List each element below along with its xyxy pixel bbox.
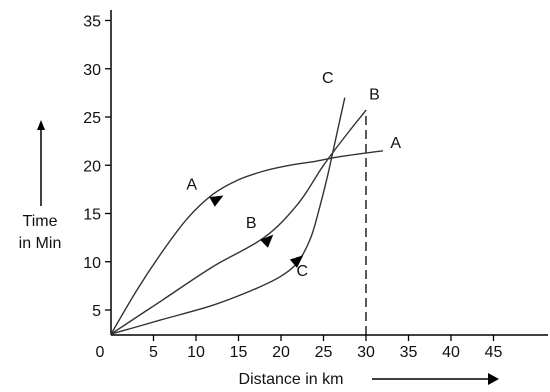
x-tick-label: 10 bbox=[187, 344, 205, 361]
y-tick-label: 30 bbox=[83, 62, 101, 79]
y-axis-ticks: 5 10 15 20 25 30 35 bbox=[83, 14, 111, 320]
curve-label-b: B bbox=[246, 215, 257, 232]
curves bbox=[110, 97, 384, 335]
curve-c-direction-arrow bbox=[289, 255, 304, 268]
y-axis-title-line-1: Time bbox=[23, 213, 58, 230]
curve-labels: A A B B C C bbox=[186, 70, 401, 280]
curve-b-direction-arrow bbox=[260, 234, 274, 248]
x-tick-label: 40 bbox=[442, 344, 460, 361]
curve-label-b: B bbox=[369, 87, 380, 104]
y-tick-label: 10 bbox=[83, 255, 101, 272]
y-tick-label: 25 bbox=[83, 110, 101, 127]
x-tick-label: 35 bbox=[400, 344, 418, 361]
y-tick-label: 35 bbox=[83, 14, 101, 31]
x-axis-title-arrowhead bbox=[488, 373, 499, 385]
x-axis-title: Distance in km bbox=[239, 371, 499, 388]
y-axis-title-arrowhead bbox=[37, 120, 45, 130]
x-tick-label: 45 bbox=[485, 344, 503, 361]
x-axis-title-text: Distance in km bbox=[239, 371, 344, 388]
curve-a-direction-arrow bbox=[209, 195, 224, 207]
x-tick-label: 25 bbox=[315, 344, 333, 361]
curve-label-a: A bbox=[390, 135, 401, 152]
y-tick-label: 5 bbox=[92, 303, 101, 320]
curve-b bbox=[110, 109, 367, 335]
curve-a bbox=[110, 150, 384, 335]
y-tick-label: 15 bbox=[83, 207, 101, 224]
curve-label-c: C bbox=[322, 70, 334, 87]
y-tick-label: 20 bbox=[83, 158, 101, 175]
x-axis-ticks: 5 10 15 20 25 30 35 40 45 bbox=[149, 335, 503, 361]
x-origin-label: 0 bbox=[96, 344, 105, 361]
curve-label-a: A bbox=[186, 176, 197, 193]
y-axis-title-line-2: in Min bbox=[19, 235, 62, 252]
x-tick-label: 5 bbox=[149, 344, 158, 361]
x-tick-label: 30 bbox=[357, 344, 375, 361]
x-tick-label: 15 bbox=[230, 344, 248, 361]
x-tick-label: 20 bbox=[272, 344, 290, 361]
curve-c bbox=[110, 97, 346, 335]
curve-label-c: C bbox=[296, 263, 308, 280]
y-axis-title: Time in Min bbox=[19, 120, 62, 252]
